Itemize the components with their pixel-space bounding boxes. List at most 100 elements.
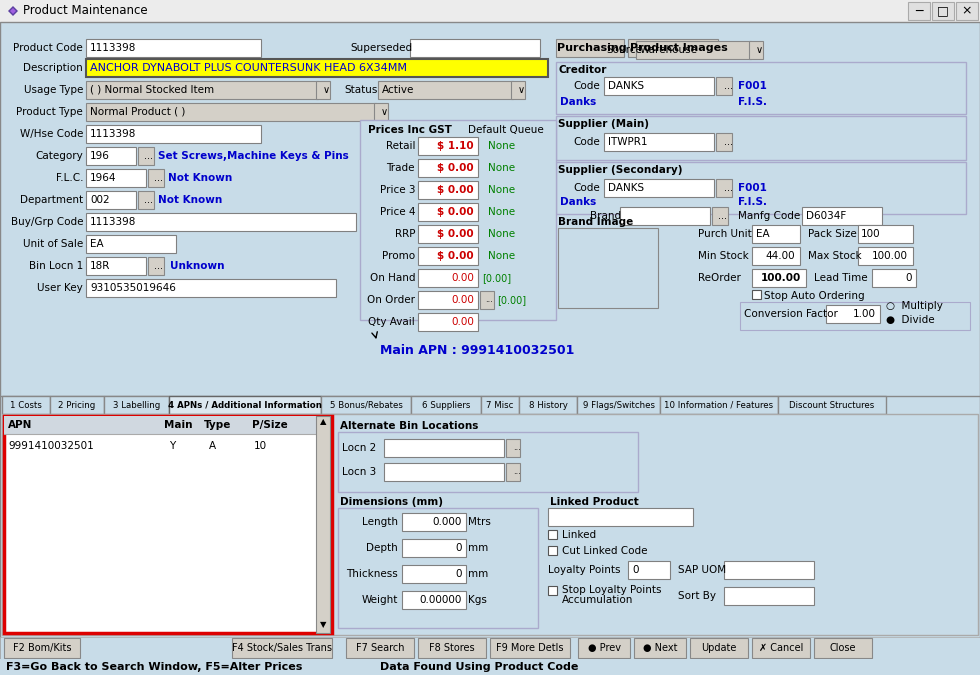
Text: 100.00: 100.00 xyxy=(760,273,801,283)
Bar xyxy=(519,396,577,414)
Text: mm: mm xyxy=(468,569,488,579)
Text: Danks: Danks xyxy=(560,97,596,107)
Text: Pack Size: Pack Size xyxy=(808,229,857,239)
Text: ○  Multiply: ○ Multiply xyxy=(886,301,943,311)
Bar xyxy=(716,133,732,151)
Text: F9 More Detls: F9 More Detls xyxy=(496,643,564,653)
Text: Buy/Grp Code: Buy/Grp Code xyxy=(11,217,83,227)
Text: F.I.S.: F.I.S. xyxy=(738,97,767,107)
Text: ITWPR1: ITWPR1 xyxy=(608,137,648,147)
Text: P/Size: P/Size xyxy=(252,420,288,430)
Bar xyxy=(338,432,638,492)
Text: $ 0.00: $ 0.00 xyxy=(437,251,474,261)
Bar xyxy=(316,416,330,633)
Text: Loyalty Points: Loyalty Points xyxy=(548,565,620,575)
Text: None: None xyxy=(488,229,515,239)
Text: Product Images: Product Images xyxy=(630,43,728,53)
Text: ∨: ∨ xyxy=(518,85,525,95)
Text: 1113398: 1113398 xyxy=(90,217,136,227)
Bar xyxy=(749,41,763,59)
Text: ∨: ∨ xyxy=(323,85,330,95)
Text: Close: Close xyxy=(830,643,857,653)
Text: None: None xyxy=(488,141,515,151)
Bar xyxy=(418,203,478,221)
Bar xyxy=(752,638,810,658)
Bar xyxy=(716,77,732,95)
Text: Product Code: Product Code xyxy=(14,43,83,53)
Text: [0.00]: [0.00] xyxy=(497,295,526,305)
Text: Code: Code xyxy=(573,183,600,193)
Text: ...: ... xyxy=(154,173,163,183)
Bar xyxy=(636,41,751,59)
Bar xyxy=(577,396,660,414)
Bar xyxy=(148,257,164,275)
Text: Conversion Factor: Conversion Factor xyxy=(744,309,838,319)
Bar xyxy=(752,225,800,243)
Text: ● Prev: ● Prev xyxy=(587,643,620,653)
Text: RRP: RRP xyxy=(395,229,415,239)
Text: $ 0.00: $ 0.00 xyxy=(437,229,474,239)
Bar xyxy=(2,396,50,414)
Bar xyxy=(858,247,913,265)
Bar xyxy=(418,137,478,155)
Text: $ 0.00: $ 0.00 xyxy=(437,163,474,173)
Bar xyxy=(872,269,916,287)
Text: 0: 0 xyxy=(906,273,912,283)
Text: ×: × xyxy=(961,5,972,18)
Text: Department: Department xyxy=(20,195,83,205)
Bar xyxy=(558,228,658,308)
Bar xyxy=(86,81,318,99)
Bar xyxy=(360,120,556,320)
Text: Creditor: Creditor xyxy=(558,65,607,75)
Text: ...: ... xyxy=(513,443,521,452)
Bar xyxy=(826,305,880,323)
Text: Product Maintenance: Product Maintenance xyxy=(23,5,148,18)
Bar xyxy=(86,39,261,57)
Text: Price 4: Price 4 xyxy=(379,207,415,217)
Text: Min Stock: Min Stock xyxy=(698,251,749,261)
Text: Promo: Promo xyxy=(382,251,415,261)
Text: 1 Costs: 1 Costs xyxy=(10,400,42,410)
Bar xyxy=(506,463,520,481)
Text: Set Screws,Machine Keys & Pins: Set Screws,Machine Keys & Pins xyxy=(158,151,349,161)
Bar xyxy=(752,269,806,287)
Text: $ 1.10: $ 1.10 xyxy=(437,141,474,151)
Text: F3=Go Back to Search Window, F5=Alter Prices: F3=Go Back to Search Window, F5=Alter Pr… xyxy=(6,662,303,672)
Text: 0.00: 0.00 xyxy=(451,273,474,283)
Bar xyxy=(548,508,693,526)
Bar xyxy=(814,638,872,658)
Bar xyxy=(4,638,80,658)
Bar xyxy=(378,81,513,99)
Bar xyxy=(778,396,886,414)
Bar xyxy=(402,565,466,583)
Text: Prices Inc GST: Prices Inc GST xyxy=(368,125,452,135)
Bar xyxy=(148,169,164,187)
Bar xyxy=(0,637,980,659)
Text: ( ) Normal Stocked Item: ( ) Normal Stocked Item xyxy=(90,85,214,95)
Bar xyxy=(104,396,169,414)
Bar xyxy=(86,213,356,231)
Text: 100.00: 100.00 xyxy=(872,251,908,261)
Text: 10 Information / Features: 10 Information / Features xyxy=(664,400,773,410)
Text: 0.00000: 0.00000 xyxy=(419,595,462,605)
Text: Brand Image: Brand Image xyxy=(558,217,633,227)
Bar xyxy=(556,162,966,214)
Text: Product Type: Product Type xyxy=(17,107,83,117)
Bar xyxy=(402,513,466,531)
Text: W/Hse Code: W/Hse Code xyxy=(20,129,83,139)
Text: [0.00]: [0.00] xyxy=(482,273,512,283)
Text: 0: 0 xyxy=(456,543,462,553)
Text: ...: ... xyxy=(144,151,153,161)
Bar xyxy=(4,416,316,434)
Bar xyxy=(411,396,481,414)
Text: Unknown: Unknown xyxy=(170,261,224,271)
Bar xyxy=(4,416,332,633)
Text: Qty Avail: Qty Avail xyxy=(368,317,415,327)
Bar xyxy=(2,414,978,635)
Text: F.I.S.: F.I.S. xyxy=(738,197,767,207)
Text: Main: Main xyxy=(164,420,192,430)
Text: ▲: ▲ xyxy=(319,418,326,427)
Text: On Order: On Order xyxy=(367,295,415,305)
Text: ANCHOR DYNABOLT PLUS COUNTERSUNK HEAD 6X34MM: ANCHOR DYNABOLT PLUS COUNTERSUNK HEAD 6X… xyxy=(90,63,407,73)
Text: Dimensions (mm): Dimensions (mm) xyxy=(340,497,443,507)
